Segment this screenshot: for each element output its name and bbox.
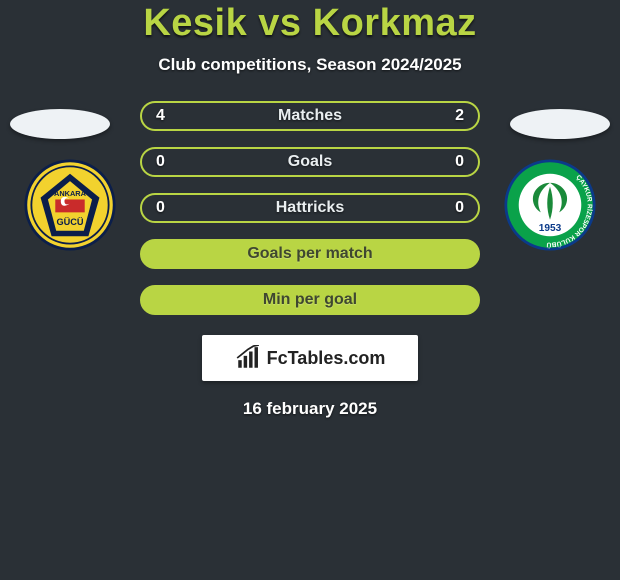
content-area: ANKARA GÜCÜ ÇAYKUR RİZESPOR KULÜBÜ 1953 … (0, 101, 620, 419)
stat-bars: 4 Matches 2 0 Goals 0 0 Hattricks 0 Goal… (140, 101, 480, 315)
stat-right-value: 0 (455, 199, 464, 217)
comparison-card: Kesik vs Korkmaz Club competitions, Seas… (0, 0, 620, 580)
stat-left-value: 0 (156, 153, 165, 171)
team-left-logo: ANKARA GÜCÜ (24, 159, 116, 251)
date-label: 16 february 2025 (0, 399, 620, 419)
stat-row-goals: 0 Goals 0 (140, 147, 480, 177)
stat-row-matches: 4 Matches 2 (140, 101, 480, 131)
stat-right-value: 0 (455, 153, 464, 171)
player-right-pill (510, 109, 610, 139)
logo-right-year: 1953 (539, 223, 562, 234)
player-left-pill (10, 109, 110, 139)
stat-label: Goals per match (247, 245, 372, 263)
stat-row-goals-per-match: Goals per match (140, 239, 480, 269)
page-title: Kesik vs Korkmaz (143, 2, 476, 45)
ankaragucu-logo-icon: ANKARA GÜCÜ (24, 159, 116, 251)
logo-left-bottom-text: GÜCÜ (56, 217, 83, 227)
stat-row-hattricks: 0 Hattricks 0 (140, 193, 480, 223)
stat-left-value: 0 (156, 199, 165, 217)
chart-icon (235, 345, 261, 371)
stat-label: Min per goal (263, 291, 357, 309)
brand-badge: FcTables.com (202, 335, 418, 381)
stat-left-value: 4 (156, 107, 165, 125)
rizespor-logo-icon: ÇAYKUR RİZESPOR KULÜBÜ 1953 (504, 159, 596, 251)
stat-label: Matches (278, 107, 342, 125)
stat-row-min-per-goal: Min per goal (140, 285, 480, 315)
stat-right-value: 2 (455, 107, 464, 125)
logo-left-top-text: ANKARA (54, 189, 87, 198)
stat-label: Goals (288, 153, 332, 171)
brand-text: FcTables.com (267, 348, 386, 369)
team-right-logo: ÇAYKUR RİZESPOR KULÜBÜ 1953 (504, 159, 596, 251)
page-subtitle: Club competitions, Season 2024/2025 (158, 55, 461, 75)
stat-label: Hattricks (276, 199, 344, 217)
